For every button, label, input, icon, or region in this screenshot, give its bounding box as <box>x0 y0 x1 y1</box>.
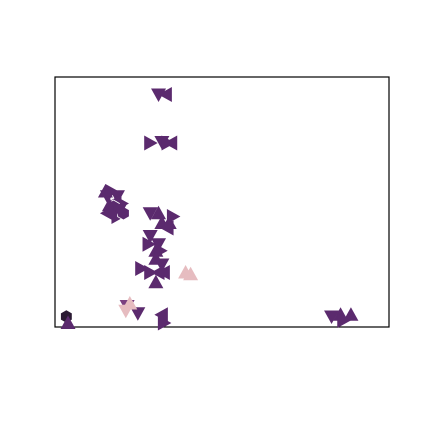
data-point <box>99 205 114 221</box>
data-point <box>151 205 167 220</box>
data-point <box>154 307 168 323</box>
data-point <box>142 207 158 221</box>
data-point <box>60 315 76 329</box>
data-point <box>142 230 158 244</box>
data-point <box>337 313 351 328</box>
data-point <box>144 135 158 151</box>
data-point <box>161 135 176 151</box>
data-point <box>183 266 199 281</box>
data-point <box>160 220 174 236</box>
data-point <box>118 304 134 319</box>
data-point <box>156 265 170 280</box>
plot-frame <box>54 76 390 328</box>
data-point <box>144 265 158 280</box>
data-point <box>148 274 164 289</box>
data-point <box>324 310 340 324</box>
data-point <box>154 258 170 272</box>
data-point <box>157 315 172 331</box>
data-point <box>166 209 181 224</box>
data-point <box>135 261 149 276</box>
data-point <box>151 238 167 252</box>
data-point <box>111 204 127 218</box>
data-point <box>130 307 146 321</box>
points-layer <box>60 87 359 331</box>
data-point <box>151 88 167 102</box>
data-point <box>343 307 359 321</box>
data-point <box>142 236 157 252</box>
data-point <box>158 87 172 102</box>
